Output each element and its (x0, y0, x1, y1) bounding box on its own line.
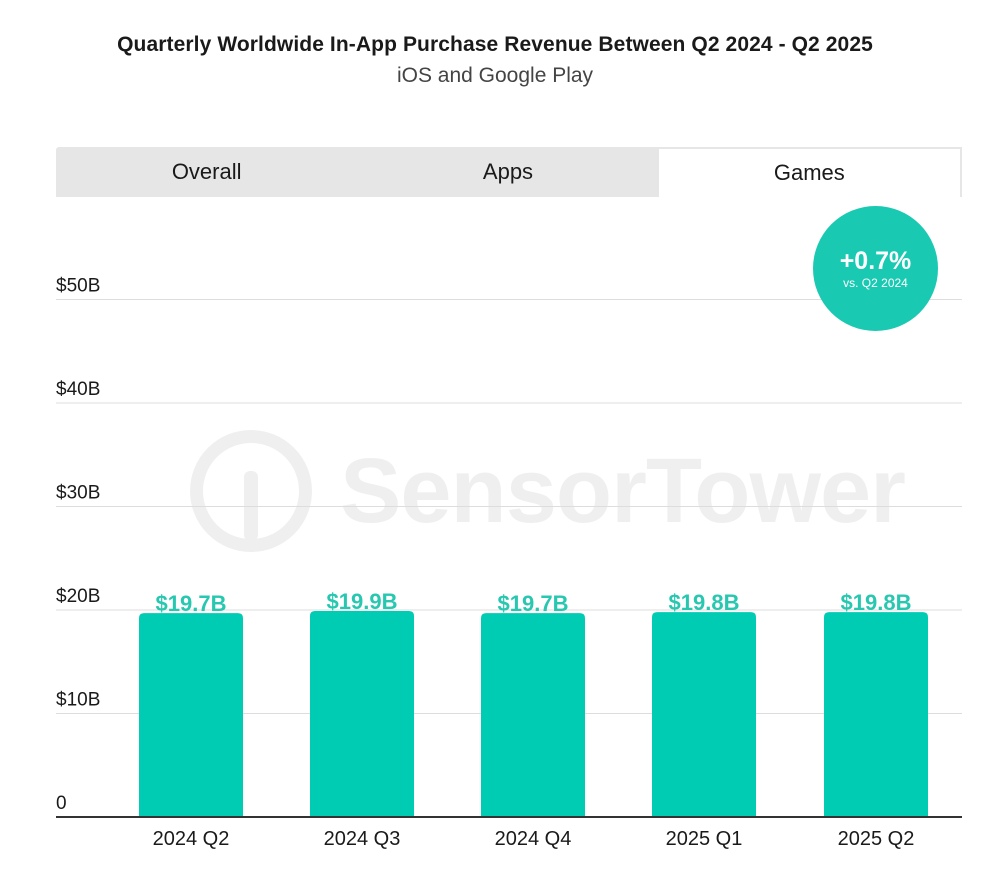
x-tick-label: 2024 Q2 (153, 828, 230, 850)
bar (824, 612, 928, 817)
bar (310, 611, 414, 817)
y-tick-label: $10B (56, 690, 100, 711)
x-tick-label: 2025 Q1 (666, 828, 743, 850)
data-label: $19.7B (156, 591, 227, 616)
tab-apps[interactable]: Apps (482, 159, 534, 184)
bar (481, 613, 585, 817)
chart-title: Quarterly Worldwide In-App Purchase Reve… (117, 33, 873, 56)
data-label: $19.9B (327, 589, 398, 614)
data-label: $19.8B (841, 590, 912, 615)
segment-tabs: Overall Apps Games (56, 147, 962, 197)
y-tick-label: $30B (56, 483, 100, 504)
tab-overall[interactable]: Overall (171, 159, 242, 184)
growth-badge: +0.7% vs. Q2 2024 (813, 206, 938, 331)
y-tick-label: $50B (56, 276, 100, 297)
y-tick-label: $20B (56, 586, 100, 607)
sensor-tower-watermark: SensorTower (190, 430, 906, 552)
bar (652, 612, 756, 817)
x-tick-label: 2025 Q2 (838, 828, 915, 850)
data-label: $19.8B (669, 590, 740, 615)
chart-subtitle: iOS and Google Play (396, 64, 594, 87)
bar (139, 613, 243, 817)
growth-caption: vs. Q2 2024 (843, 275, 908, 290)
growth-value: +0.7% (839, 246, 912, 275)
y-tick-label: 0 (56, 793, 67, 814)
tab-games[interactable]: Games (658, 147, 962, 197)
y-tick-label: $40B (56, 379, 100, 400)
watermark-text: SensorTower (340, 439, 906, 542)
x-tick-label: 2024 Q3 (324, 828, 401, 850)
data-label: $19.7B (498, 591, 569, 616)
x-tick-label: 2024 Q4 (495, 828, 572, 850)
